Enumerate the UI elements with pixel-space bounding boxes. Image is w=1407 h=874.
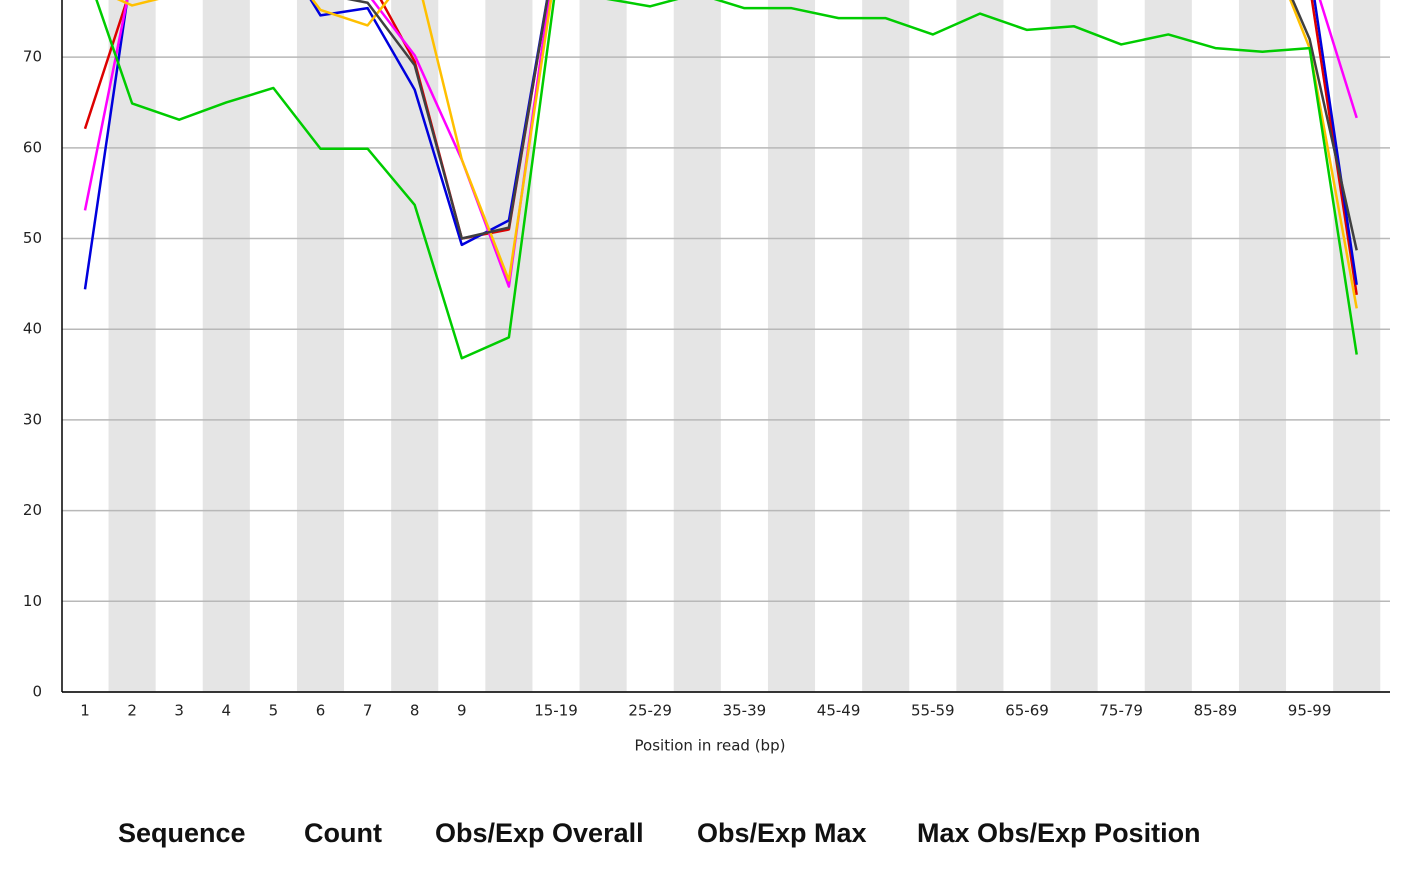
- x-tick-label: 6: [316, 702, 326, 720]
- x-tick-label: 25-29: [628, 702, 672, 720]
- x-tick-label: 8: [410, 702, 420, 720]
- x-tick-label: 4: [222, 702, 232, 720]
- band: [1238, 0, 1287, 692]
- band: [202, 0, 250, 692]
- x-tick-label: 55-59: [911, 702, 955, 720]
- band: [1333, 0, 1381, 692]
- band: [1144, 0, 1192, 692]
- x-axis-label: Position in read (bp): [635, 737, 786, 755]
- x-tick-label: 7: [363, 702, 373, 720]
- y-tick-label: 30: [23, 410, 42, 428]
- band: [296, 0, 345, 692]
- column-header: Obs/Exp Overall: [435, 818, 644, 848]
- band: [767, 0, 816, 692]
- table-header: Sequence Count Obs/Exp Overall Obs/Exp M…: [0, 814, 1407, 854]
- x-tick-label: 35-39: [723, 702, 767, 720]
- y-tick-label: 50: [23, 229, 42, 247]
- band: [391, 0, 439, 692]
- series-line: [95, 0, 1358, 360]
- band: [956, 0, 1004, 692]
- band: [673, 0, 721, 692]
- y-tick-label: 40: [23, 320, 42, 338]
- x-tick-label: 65-69: [1005, 702, 1049, 720]
- y-tick-label: 20: [23, 501, 42, 519]
- column-header: Max Obs/Exp Position: [917, 818, 1201, 848]
- x-tick-label: 5: [269, 702, 279, 720]
- column-header: Count: [304, 818, 382, 848]
- band: [108, 0, 156, 692]
- x-tick-label: 2: [127, 702, 137, 720]
- x-tick-label: 95-99: [1288, 702, 1332, 720]
- column-header: Obs/Exp Max: [697, 818, 867, 848]
- x-tick-label: 1: [80, 702, 90, 720]
- x-tick-label: 9: [457, 702, 467, 720]
- band: [862, 0, 910, 692]
- column-header: Sequence: [118, 818, 246, 848]
- chart: 1 2 3 4 5 6 7 8 9 15-19 25-29 35-39 45-49 55-59 65-69 7…: [23, 0, 1390, 755]
- x-tick-label: 3: [174, 702, 184, 720]
- y-tick-label: 60: [23, 138, 42, 156]
- x-tick-label: 45-49: [817, 702, 861, 720]
- band: [1050, 0, 1098, 692]
- band: [579, 0, 627, 692]
- x-tick-label: 75-79: [1099, 702, 1143, 720]
- x-tick-label: 85-89: [1194, 702, 1238, 720]
- y-tick-label: 70: [23, 48, 42, 66]
- x-tick-label: 15-19: [534, 702, 578, 720]
- y-tick-label: 10: [23, 592, 42, 610]
- band: [485, 0, 533, 692]
- y-tick-label: 0: [32, 683, 42, 701]
